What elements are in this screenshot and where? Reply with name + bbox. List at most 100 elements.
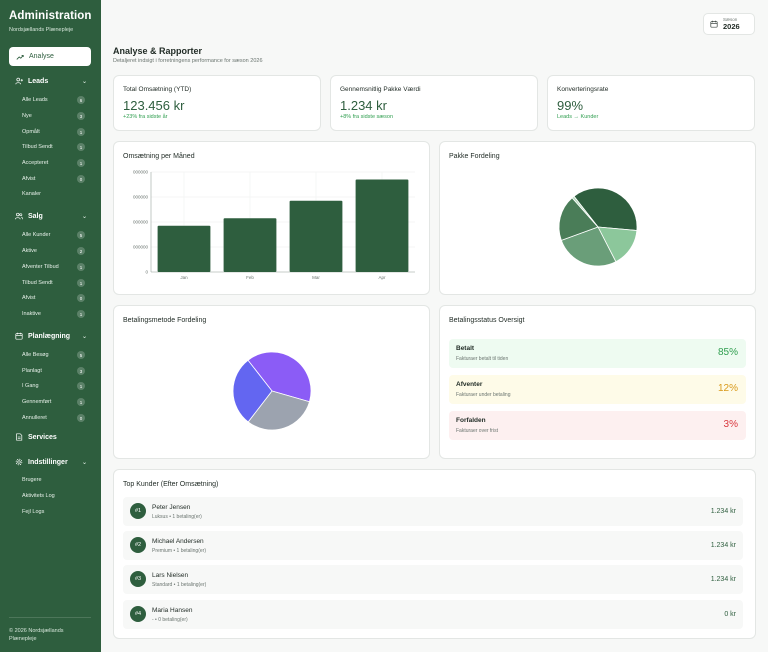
sidebar-item-nye[interactable]: Nye 3 [22,112,85,120]
count-badge: 1 [77,279,85,287]
pie-slice-2 [232,359,273,423]
page-subtitle: Detaljeret indsigt i forretningens perfo… [113,58,263,64]
pie-slice-3 [558,197,599,241]
count-badge: 0 [77,294,85,302]
trending-up-icon [16,54,24,60]
bar-apr [355,179,409,272]
count-badge: 2 [77,247,85,255]
status-label: Forfalden [456,417,486,424]
calendar-icon [710,20,718,28]
count-badge: 1 [77,143,85,151]
payment-status-card: Betalingsstatus Oversigt Betalt Fakturae… [439,305,756,459]
stat-card-avg-package: Gennemsnitlig Pakke Værdi 1.234 kr +8% f… [330,75,538,131]
payment-method-chart-card: Betalingsmetode Fordeling [113,305,430,459]
count-badge: 1 [77,398,85,406]
customer-row[interactable]: #2 Michael Andersen Premium • 1 betaling… [123,531,743,560]
sidebar-item-inaktive[interactable]: Inaktive 1 [22,310,85,318]
sidebar-item-salg-tilbud-sendt[interactable]: Tilbud Sendt 1 [22,279,85,287]
customer-rank: #1 [130,503,146,519]
sidebar-item-tilbud-sendt[interactable]: Tilbud Sendt 1 [22,143,85,151]
customer-name: Michael Andersen [152,538,204,545]
status-label: Betalt [456,345,475,352]
count-badge: 6 [77,96,85,104]
stat-title: Gennemsnitlig Pakke Værdi [340,86,421,93]
sidebar-item-analyse[interactable]: Analyse [9,47,91,66]
sidebar-item-alle-kunder[interactable]: Alle Kunder 5 [22,231,85,239]
sidebar-item-alle-besoeg[interactable]: Alle Besøg 5 [22,351,85,359]
bar-mar [289,200,343,272]
sidebar-section-label: Planlægning [28,332,70,340]
customer-meta: Premium • 1 betaling(er) [152,548,206,554]
chevron-down-icon: ⌄ [81,213,87,220]
brand-title: Administration [9,10,92,22]
customer-row[interactable]: #4 Maria Hansen - • 0 betaling(er) 0 kr [123,600,743,629]
sidebar-item-fejl-logs[interactable]: Fejl Logs [22,509,45,515]
count-badge: 1 [77,382,85,390]
sidebar-item-annulleret[interactable]: Annulleret 0 [22,414,85,422]
sidebar-item-gennemfoert[interactable]: Gennemført 1 [22,398,85,406]
customer-amount: 0 kr [724,611,736,618]
status-row-pending: Afventer Fakturaer under betaling 12% [449,375,746,404]
count-badge: 0 [77,175,85,183]
package-chart-card: Pakke Fordeling [439,141,756,295]
sidebar-item-alle-leads[interactable]: Alle Leads 6 [22,96,85,104]
stat-title: Konverteringsrate [557,86,609,93]
count-badge: 1 [77,128,85,136]
sidebar-section-label: Leads [28,77,49,85]
sidebar-item-planlagt[interactable]: Planlagt 3 [22,367,85,375]
pie-slice-1 [247,390,310,431]
customer-amount: 1.234 kr [710,542,736,549]
sidebar-item-accepteret[interactable]: Accepteret 1 [22,159,85,167]
customer-rank: #4 [130,606,146,622]
customer-meta: Luksus • 1 betaling(er) [152,514,202,520]
sidebar-section-planlaegning[interactable]: Planlægning ⌄ [15,332,87,340]
y-tick-label: 000000 [133,195,149,200]
count-badge: 0 [77,414,85,422]
x-tick-label: Jan [180,275,188,280]
count-badge: 5 [77,351,85,359]
sidebar-item-services[interactable]: Services [15,433,87,441]
calendar-icon [15,332,23,340]
sidebar-item-i-gang[interactable]: I Gang 1 [22,382,85,390]
count-badge: 3 [77,367,85,375]
stat-change: Leads → Kunder [557,114,599,120]
sidebar-item-kanaler[interactable]: Kanaler [22,191,41,197]
brand-subtitle: Nordsjællands Plænepleje [9,27,74,33]
count-badge: 1 [77,263,85,271]
bar-jan [157,225,211,272]
customer-rank: #2 [130,537,146,553]
sidebar-item-aktive[interactable]: Aktive 2 [22,247,85,255]
pie-slice-0 [247,351,312,403]
card-title: Pakke Fordeling [449,153,500,160]
sidebar-section-label: Indstillinger [28,458,68,466]
users-icon [15,212,23,220]
count-badge: 1 [77,159,85,167]
sidebar-item-label: Analyse [29,53,54,60]
customer-amount: 1.234 kr [710,576,736,583]
sidebar-item-salg-afvist[interactable]: Afvist 0 [22,294,85,302]
status-description: Fakturaer betalt til tiden [456,356,509,362]
sidebar-item-afventer-tilbud[interactable]: Afventer Tilbud 1 [22,263,85,271]
sidebar-section-leads[interactable]: Leads ⌄ [15,77,87,85]
sidebar-item-aktivitets-log[interactable]: Aktivitets Log [22,493,55,499]
sidebar: Administration Nordsjællands Plænepleje … [0,0,101,652]
sidebar-item-brugere[interactable]: Brugere [22,477,42,483]
customer-meta: - • 0 betaling(er) [152,617,188,623]
pie-slice-0 [573,187,638,231]
season-value: 2026 [723,22,740,31]
user-plus-icon [15,77,23,85]
stat-change: +23% fra sidste år [123,114,168,120]
customer-row[interactable]: #3 Lars Nielsen Standard • 1 betaling(er… [123,565,743,594]
customer-name: Lars Nielsen [152,572,189,579]
season-selector[interactable]: Sæson 2026 [703,13,755,35]
status-percent: 85% [717,347,738,358]
customer-name: Peter Jensen [152,504,191,511]
card-title: Betalingsstatus Oversigt [449,317,525,324]
sidebar-item-afvist[interactable]: Afvist 0 [22,175,85,183]
customer-row[interactable]: #1 Peter Jensen Luksus • 1 betaling(er) … [123,497,743,526]
sidebar-item-opmaalt[interactable]: Opmålt 1 [22,128,85,136]
sidebar-section-salg[interactable]: Salg ⌄ [15,212,87,220]
sidebar-section-indstillinger[interactable]: Indstillinger ⌄ [15,458,87,466]
count-badge: 1 [77,310,85,318]
